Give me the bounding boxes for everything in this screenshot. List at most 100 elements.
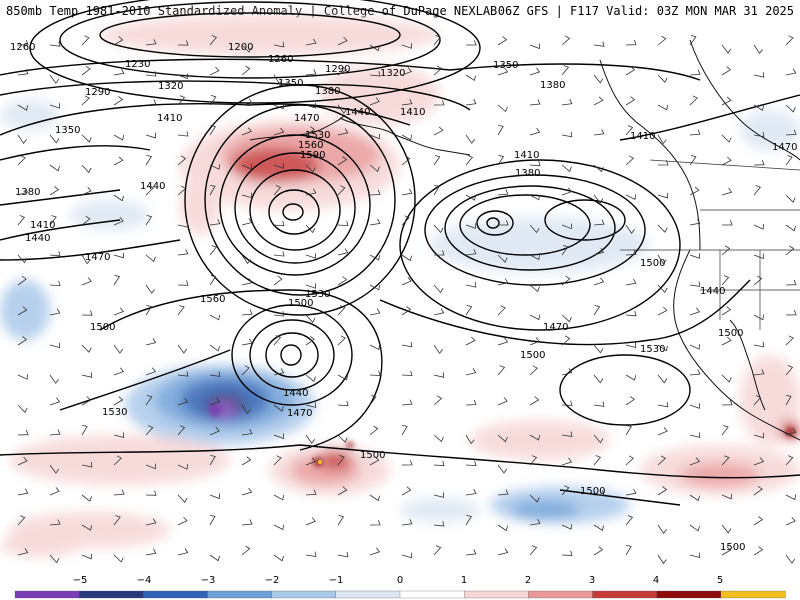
wind-barb	[689, 457, 701, 466]
wind-barb	[241, 404, 251, 415]
wind-barb	[241, 192, 253, 199]
wind-barb	[369, 133, 380, 140]
wind-barb	[49, 215, 57, 226]
wind-barb	[657, 401, 669, 408]
wind-barb	[113, 489, 125, 496]
wind-barb	[466, 40, 477, 46]
wind-barb	[785, 155, 793, 166]
contour-label: 1290	[85, 87, 110, 98]
colorbar-tick-label: −5	[73, 575, 88, 586]
wind-barb	[465, 194, 476, 201]
wind-barb	[689, 155, 697, 166]
wind-barb	[49, 280, 61, 287]
contour-label: 1530	[640, 344, 665, 355]
wind-barb	[465, 74, 476, 82]
wind-barb	[497, 254, 508, 263]
colorbar: −5 −4 −3 −2 −1 0 1 2 3 4 5	[0, 570, 800, 600]
contour-label: 1410	[400, 107, 425, 118]
wind-barb	[337, 128, 349, 136]
wind-barb	[369, 71, 381, 77]
wind-barb	[337, 305, 346, 316]
contour-label: 1530	[305, 130, 330, 141]
wind-barb	[369, 164, 380, 173]
wind-barb	[465, 155, 474, 166]
wind-barb	[337, 276, 348, 286]
wind-barb	[753, 457, 765, 466]
wind-barb	[177, 280, 189, 286]
wind-barb	[81, 95, 90, 106]
wind-barb	[113, 68, 125, 76]
wind-barb	[209, 371, 221, 377]
wind-barb	[657, 554, 667, 565]
wind-barb	[17, 404, 28, 413]
colorbar-swatch	[335, 590, 401, 599]
wind-barb	[721, 187, 733, 196]
wind-barb	[497, 489, 509, 496]
wind-barb	[753, 275, 763, 286]
wind-barb	[529, 43, 540, 50]
wind-barb	[529, 254, 540, 261]
wind-barb	[209, 164, 220, 170]
colorbar-swatch	[79, 590, 144, 599]
colorbar-tick-label: −4	[137, 575, 152, 586]
wind-barb	[81, 310, 93, 316]
geopotential-height-contours	[0, 0, 800, 506]
wind-barb	[17, 488, 29, 496]
wind-barb	[17, 457, 28, 466]
wind-barb	[177, 185, 187, 196]
wind-barb	[209, 515, 216, 526]
wind-barb	[273, 368, 285, 376]
wind-barb	[433, 35, 441, 46]
wind-barb	[433, 344, 443, 354]
wind-barb	[337, 374, 348, 381]
wind-barb	[113, 367, 125, 376]
model-valid-time: 06Z GFS | F117 Valid: 03Z MON MAR 31 202…	[497, 4, 794, 18]
wind-barb	[145, 215, 153, 226]
wind-barb	[657, 344, 668, 352]
wind-barb	[177, 464, 188, 470]
wind-barb	[273, 404, 284, 412]
wind-barb	[369, 547, 381, 556]
contour-label: 1440	[283, 388, 308, 399]
wind-barb	[785, 104, 796, 113]
header: 850mb Temp 1981-2010 Standardized Anomal…	[0, 0, 800, 22]
wind-barb	[113, 156, 124, 166]
colorbar-swatch	[592, 590, 658, 599]
wind-barb	[81, 65, 91, 76]
wind-barb	[657, 160, 669, 166]
wind-barb	[625, 545, 632, 556]
wind-barb	[369, 344, 380, 351]
wind-barb	[561, 35, 571, 46]
wind-barb	[113, 96, 124, 106]
wind-barb	[241, 309, 253, 316]
wind-barb	[529, 314, 540, 321]
wind-barb	[273, 163, 284, 169]
wind-barb	[561, 131, 573, 138]
wind-barb	[529, 434, 540, 441]
wind-barb	[593, 96, 604, 106]
wind-barb	[401, 306, 412, 316]
contour-label: 1200	[228, 42, 253, 53]
wind-barb	[625, 194, 636, 201]
wind-barb	[305, 38, 317, 46]
wind-barb	[465, 134, 476, 144]
wind-barb	[753, 72, 765, 78]
wind-barb	[113, 432, 125, 439]
wind-barb	[433, 284, 444, 294]
wind-barb	[337, 220, 349, 227]
wind-barb	[625, 425, 632, 436]
wind-barb	[369, 425, 379, 436]
wind-barb	[433, 492, 445, 498]
wind-barb	[721, 245, 731, 256]
wind-barb	[241, 218, 253, 226]
wind-barb	[305, 402, 317, 408]
wind-barb	[497, 305, 506, 316]
wind-barb	[305, 374, 316, 382]
wind-barb	[49, 74, 60, 84]
wind-barb	[465, 515, 472, 526]
wind-barb	[305, 283, 316, 289]
wind-barb	[593, 434, 604, 444]
wind-barb	[593, 374, 604, 384]
wind-barb	[401, 460, 413, 466]
wind-barb	[369, 254, 380, 261]
